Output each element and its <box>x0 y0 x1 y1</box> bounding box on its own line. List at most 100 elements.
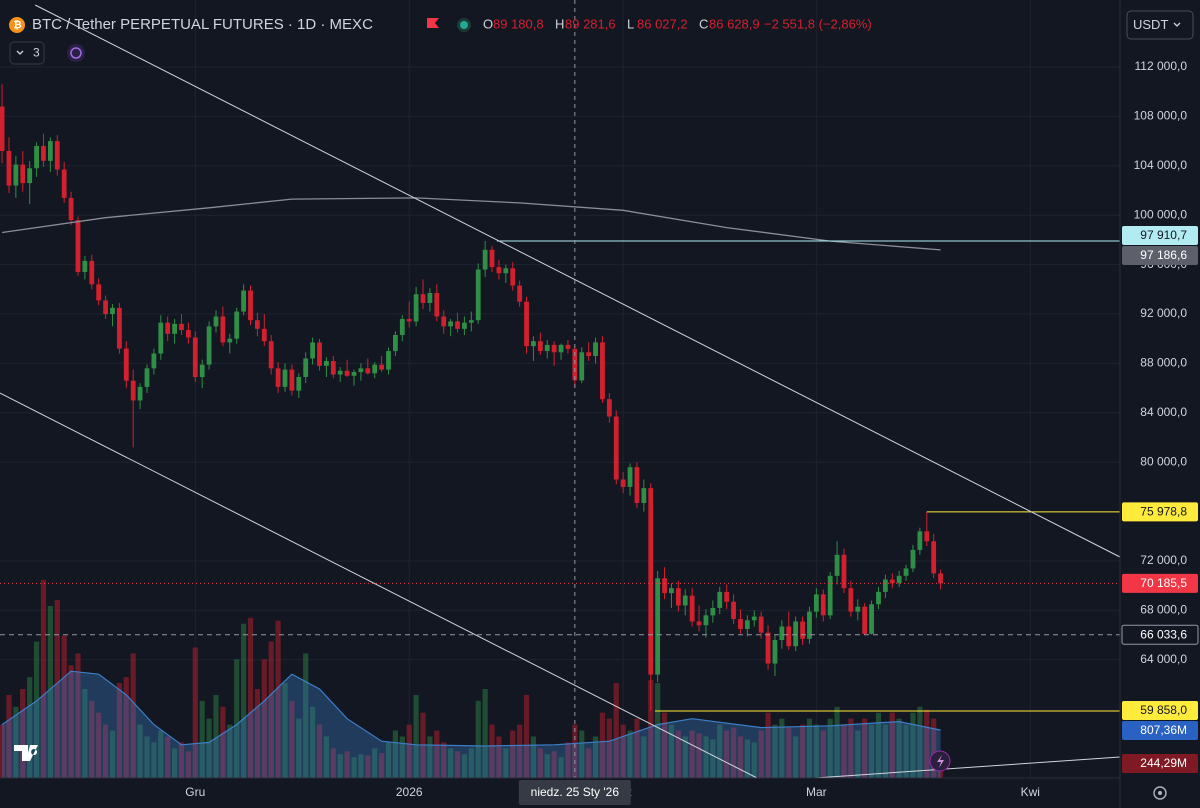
chevron-icon <box>16 50 24 55</box>
price-label: 70 185,5 <box>1140 576 1187 590</box>
y-tick-label: 92 000,0 <box>1140 306 1187 320</box>
candle-body <box>455 321 460 329</box>
volume-bar <box>20 689 26 778</box>
indicator-toggle[interactable] <box>9 41 45 65</box>
candle-body <box>682 595 688 606</box>
coin-icon-glyph: ₿ <box>14 19 22 31</box>
volume-bar <box>468 748 474 778</box>
volume-bar <box>482 689 488 778</box>
candle-body <box>793 621 799 647</box>
candle-body <box>434 293 440 317</box>
crosshair-label: niedz. 25 Sty '26 <box>531 785 620 799</box>
candle-body <box>917 531 923 550</box>
candle-body <box>441 316 447 327</box>
candle-body <box>413 294 419 322</box>
candle-body <box>600 342 605 400</box>
volume-bar <box>289 700 295 778</box>
candle-body <box>41 146 46 161</box>
volume-bar <box>441 742 447 778</box>
candle-body <box>738 619 743 629</box>
candle-body <box>61 169 67 198</box>
volume-bar <box>551 751 557 778</box>
candle-body <box>54 141 60 170</box>
price-label-box <box>1122 225 1198 245</box>
volume-bar <box>910 712 916 778</box>
volume-bar <box>137 724 143 778</box>
candle-body <box>427 293 433 303</box>
settings-icon[interactable] <box>1153 786 1167 800</box>
volume-bar <box>268 641 274 778</box>
candle-body <box>613 416 619 480</box>
candle-body <box>903 568 909 576</box>
ohlc-value: 89 180,8 <box>493 16 544 31</box>
candle-body <box>731 601 736 620</box>
candle-body <box>317 342 322 366</box>
volume-bar <box>896 718 902 778</box>
y-tick-label: 68 000,0 <box>1140 603 1187 617</box>
price-label: 97 910,7 <box>1140 228 1187 242</box>
candle-body <box>717 591 723 608</box>
footer <box>14 745 1167 800</box>
volume-bar <box>558 757 564 778</box>
volume-bar <box>385 742 392 778</box>
moving-average <box>2 197 941 251</box>
volume-bar <box>116 683 122 778</box>
candle-body <box>206 326 212 365</box>
candle-body <box>68 197 74 221</box>
settings-icon-core <box>1158 791 1162 795</box>
volume-bar <box>592 736 599 778</box>
volume-bar <box>834 706 840 778</box>
candle-body <box>6 150 12 186</box>
volume-bar <box>634 718 640 778</box>
ohlc-legend: O 89 180,8 H 89 281,6 L 86 027,2 C 86 628,9 −2 5… <box>483 16 872 31</box>
candle-body <box>696 621 702 626</box>
candle-body <box>620 479 626 487</box>
volume-bar <box>33 641 40 778</box>
candle-body <box>82 260 88 273</box>
volume-bar <box>178 742 185 778</box>
volume-bar <box>6 694 12 778</box>
volume-bar <box>123 677 129 778</box>
volume-bar <box>689 730 695 778</box>
ma-label-box <box>1122 245 1198 265</box>
volume-bar <box>247 617 254 778</box>
volume-bar <box>61 635 67 778</box>
volume-bar <box>668 724 675 778</box>
y-tick-label: 108 000,0 <box>1134 109 1188 123</box>
candle-body <box>330 360 336 375</box>
candle-body <box>220 316 226 343</box>
volume-bar <box>820 730 826 778</box>
candle-body <box>179 323 184 331</box>
candle-body <box>151 353 157 369</box>
candle-body <box>669 588 674 594</box>
candle-body <box>758 616 764 633</box>
sync-icon[interactable] <box>67 44 85 62</box>
candle-body <box>565 344 571 349</box>
candle-body <box>27 168 33 184</box>
volume-bar <box>344 751 350 778</box>
candle-body <box>213 316 219 327</box>
volume-bar <box>586 748 592 778</box>
volume-bar <box>406 724 412 778</box>
candle-body <box>662 578 667 594</box>
volume-bar <box>261 659 267 778</box>
price-label: 59 858,0 <box>1140 703 1187 717</box>
price-label-box <box>1122 502 1198 522</box>
volume-bar <box>793 736 799 778</box>
candle-body <box>172 323 177 334</box>
currency-button[interactable] <box>1126 10 1194 40</box>
y-tick-label: 84 000,0 <box>1140 405 1187 419</box>
candle-body <box>130 380 136 401</box>
candle-body <box>96 284 102 301</box>
volume-bar <box>234 659 240 778</box>
volume-bar <box>323 736 330 778</box>
volume-bar <box>579 730 585 778</box>
ohlc-letter: L <box>627 16 634 31</box>
volume-bar <box>917 706 923 778</box>
price-label: 75 978,8 <box>1140 505 1187 519</box>
candle-body <box>234 311 240 339</box>
volume-bar <box>620 724 626 778</box>
candle-body <box>254 320 260 329</box>
volume-bar <box>848 718 854 778</box>
